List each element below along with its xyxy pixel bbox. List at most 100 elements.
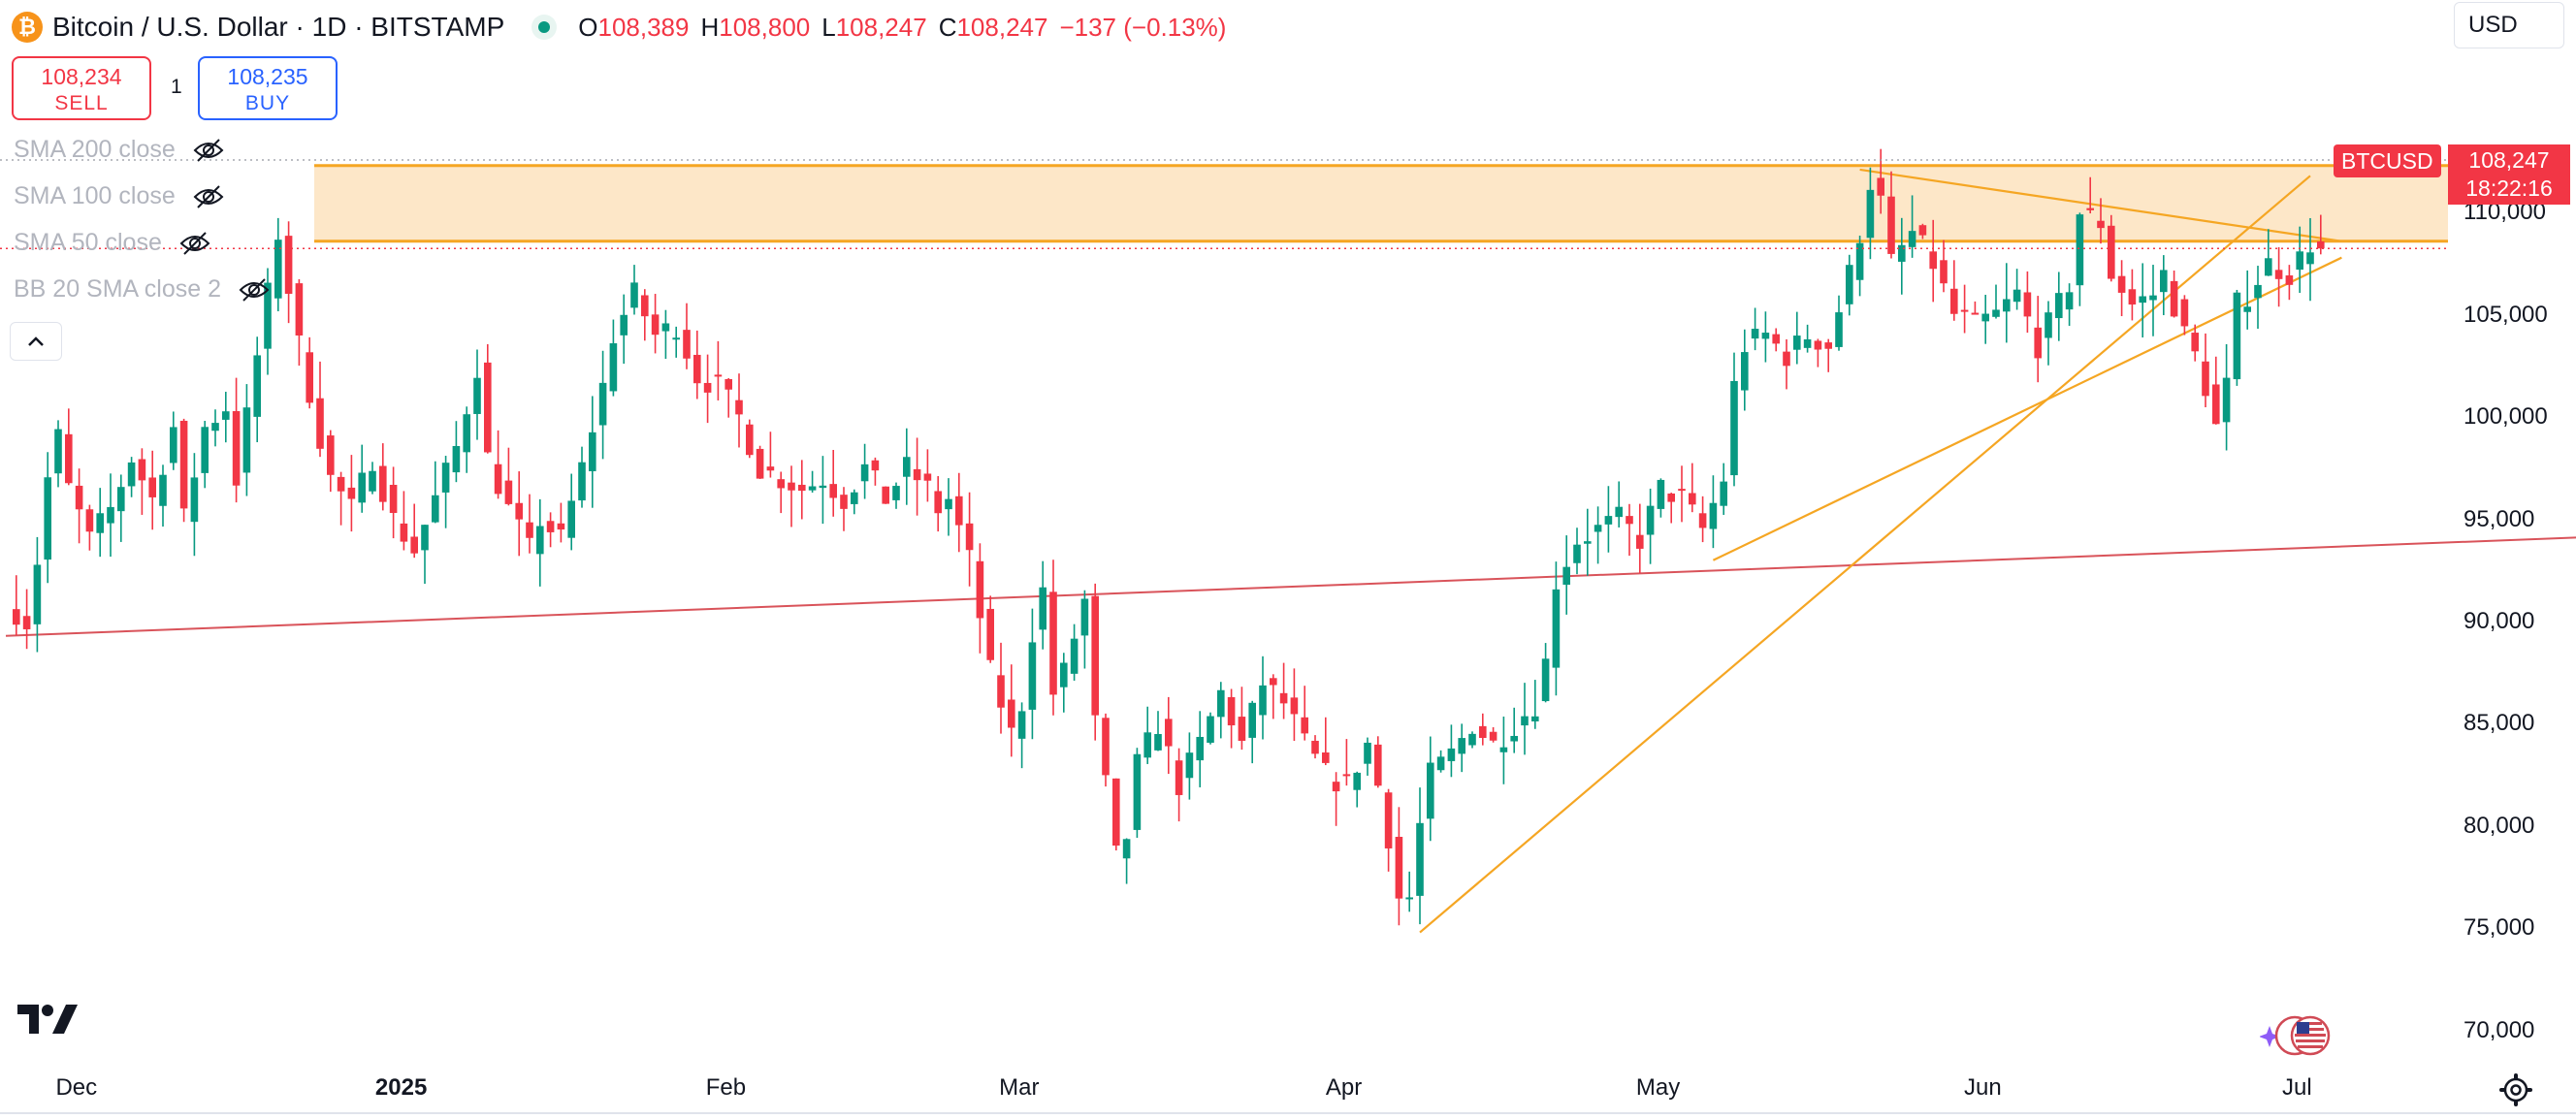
collapse-legend-button[interactable] xyxy=(10,322,62,361)
last-price-label: 108,247 18:22:16 xyxy=(2448,144,2570,205)
candle-body xyxy=(1217,689,1225,718)
ohlc-close: C108,247 xyxy=(938,12,1048,42)
candle-body xyxy=(1436,756,1445,771)
currency-selector[interactable]: USD xyxy=(2454,2,2564,48)
candle-body xyxy=(1008,699,1015,728)
candle-body xyxy=(1332,782,1340,792)
candle-body xyxy=(1573,544,1581,563)
steep-trendline xyxy=(1419,175,2311,934)
candle-body xyxy=(2097,220,2105,229)
candle-body xyxy=(2086,208,2094,210)
candle-body xyxy=(96,513,104,533)
candle-body xyxy=(1028,642,1037,710)
candle-body xyxy=(2065,292,2074,310)
candle-body xyxy=(2317,240,2325,249)
candle-body xyxy=(808,486,817,491)
price-tick-label: 80,000 xyxy=(2463,812,2535,839)
candle-body xyxy=(1049,591,1057,695)
candle-body xyxy=(1395,837,1403,899)
candle-body xyxy=(441,463,450,493)
market-status-icon[interactable] xyxy=(531,15,558,40)
eye-hidden-icon[interactable] xyxy=(193,183,224,210)
candle-body xyxy=(1929,251,1937,270)
eye-hidden-icon[interactable] xyxy=(193,137,224,164)
indicator-sma-50[interactable]: SMA 50 close xyxy=(14,229,210,257)
buy-button[interactable]: 108,235 BUY xyxy=(198,56,338,120)
events-flags-icon[interactable] xyxy=(2260,1014,2337,1057)
candle-body xyxy=(1290,697,1299,715)
candle-body xyxy=(1657,479,1665,509)
sell-button[interactable]: 108,234 SELL xyxy=(12,56,151,120)
price-tick-label: 95,000 xyxy=(2463,505,2535,532)
drawing-layer xyxy=(5,164,2576,934)
candle-body xyxy=(724,378,732,390)
candle-body xyxy=(1698,513,1707,528)
candle-body xyxy=(798,484,806,492)
candle-body xyxy=(1207,716,1214,743)
candle-body xyxy=(1689,493,1696,505)
symbol-header[interactable]: ₿ Bitcoin / U.S. Dollar · 1D · BITSTAMP … xyxy=(12,8,1226,47)
candle-body xyxy=(536,526,544,555)
candle-body xyxy=(1793,336,1801,350)
candle-body xyxy=(1458,738,1465,754)
candle-body xyxy=(1416,822,1424,896)
candle-body xyxy=(2076,214,2084,286)
sell-label: SELL xyxy=(54,92,109,114)
candle-body xyxy=(2023,292,2032,317)
candle-body xyxy=(1427,762,1434,819)
candle-body xyxy=(641,295,649,317)
candle-body xyxy=(1531,716,1539,721)
candle-body xyxy=(829,484,837,498)
eye-hidden-icon[interactable] xyxy=(239,276,270,304)
ohlc-high: H108,800 xyxy=(700,12,811,42)
gear-icon[interactable] xyxy=(2498,1072,2533,1107)
candle-body xyxy=(337,476,345,492)
tradingview-logo[interactable] xyxy=(17,1003,80,1036)
candle-body xyxy=(860,464,869,482)
candle-body xyxy=(1227,696,1236,726)
symbol-title[interactable]: Bitcoin / U.S. Dollar · 1D · BITSTAMP xyxy=(52,12,505,42)
candle-body xyxy=(1384,792,1393,848)
indicator-sma-100[interactable]: SMA 100 close xyxy=(14,182,224,210)
candle-body xyxy=(1562,566,1570,585)
candle-body xyxy=(630,282,638,308)
candle-body xyxy=(1364,742,1371,764)
candle-body xyxy=(2191,333,2199,352)
candle-body xyxy=(1730,380,1738,476)
candle-body xyxy=(1353,772,1361,790)
candle-body xyxy=(1091,595,1099,716)
candle-body xyxy=(1541,658,1550,702)
candle-body xyxy=(1866,189,1875,239)
candle-body xyxy=(903,457,911,477)
eye-hidden-icon[interactable] xyxy=(179,230,210,257)
candle-body xyxy=(1751,329,1759,339)
candle-body xyxy=(1374,744,1382,786)
candle-body xyxy=(2265,258,2272,276)
candle-body xyxy=(2160,270,2168,293)
indicator-bb-20[interactable]: BB 20 SMA close 2 xyxy=(14,275,270,304)
indicator-sma-200[interactable]: SMA 200 close xyxy=(14,136,224,164)
candle-body xyxy=(1499,747,1508,752)
candle-body xyxy=(892,486,900,500)
candle-body xyxy=(840,495,848,509)
candle-body xyxy=(714,374,723,377)
candle-body xyxy=(1489,731,1497,741)
candle-body xyxy=(1238,717,1246,742)
candle-body xyxy=(1584,541,1592,544)
candle-body xyxy=(1898,244,1906,262)
candle-body xyxy=(1510,735,1518,742)
candle-body xyxy=(179,420,188,509)
candle-body xyxy=(703,382,712,393)
candle-body xyxy=(432,495,439,523)
candle-body xyxy=(851,492,858,504)
candle-body xyxy=(2139,296,2146,304)
candle-body xyxy=(1259,685,1267,716)
candle-body xyxy=(913,468,921,481)
indicator-label: BB 20 SMA close 2 xyxy=(14,275,222,303)
candle-body xyxy=(85,509,94,532)
candle-body xyxy=(1060,662,1068,687)
candle-body xyxy=(253,355,261,417)
candle-body xyxy=(923,473,932,481)
chevron-up-icon xyxy=(28,336,44,346)
